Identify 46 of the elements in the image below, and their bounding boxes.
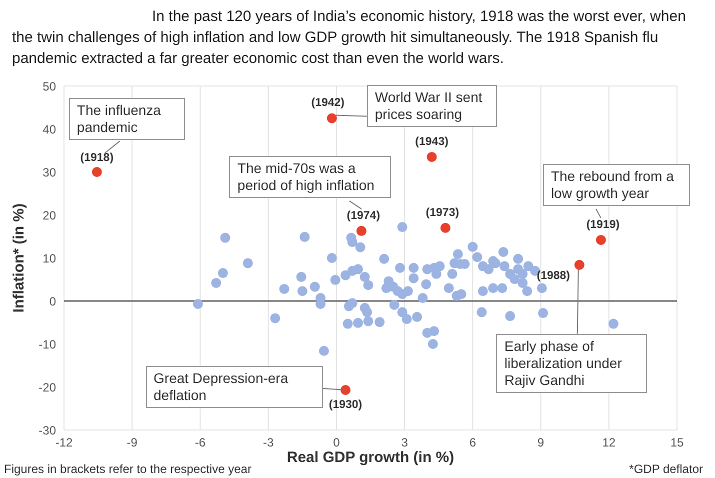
annotation: Early phase of liberalization under Rajiv Gandhi xyxy=(496,334,648,393)
x-tick-label: -9 xyxy=(126,436,138,450)
y-axis-title: Inflation* (in %) xyxy=(10,203,28,313)
annotation: (1930) xyxy=(328,398,364,412)
annotation: (1973) xyxy=(424,206,460,220)
x-tick-label: 0 xyxy=(333,436,340,450)
point xyxy=(596,234,606,245)
annotation: The influenza pandemic xyxy=(68,98,185,140)
x-tick-label: 15 xyxy=(670,436,684,450)
y-tick-label: 10 xyxy=(42,251,56,266)
annotation: (1974) xyxy=(346,208,382,223)
y-tick-label: -10 xyxy=(38,337,56,352)
chart-title: In the past 120 years of India’s economic history, 1918 was the worst ever, when the twin challenges of high inflation and low GDP growth hit simultaneously. The 1918 Spanish flu pandemic extracted a far greater economic cost than even the world wars. xyxy=(12,7,687,69)
annotation: (1943) xyxy=(414,134,450,149)
y-tick-label: -20 xyxy=(38,380,56,394)
annotation: (1918) xyxy=(79,151,115,165)
text: Figures in brackets refer to the respective year xyxy=(4,462,252,476)
point xyxy=(356,226,366,236)
point xyxy=(426,152,437,162)
y-tick-label: 50 xyxy=(42,79,56,94)
annotation: (1919) xyxy=(585,218,621,232)
x-tick-label: 6 xyxy=(469,436,476,450)
x-tick-label: -3 xyxy=(262,436,274,450)
x-tick-label: 12 xyxy=(602,436,616,450)
x-axis-title: Real GDP growth (in %) xyxy=(286,449,454,466)
annotation: The rebound from a low growth year xyxy=(542,164,690,206)
y-tick-label: 0 xyxy=(49,294,56,308)
annotation: World War II sent prices soaring xyxy=(366,85,497,128)
x-tick-label: 3 xyxy=(401,436,408,450)
x-tick-label: -6 xyxy=(194,436,206,450)
y-tick-label: -30 xyxy=(38,423,56,438)
y-tick-label: 20 xyxy=(42,208,56,222)
point xyxy=(326,113,337,124)
annotation: The mid-70s was a period of high inflation xyxy=(229,156,392,198)
point xyxy=(92,167,102,177)
annotation: (1942) xyxy=(310,96,346,110)
point xyxy=(440,222,450,233)
x-tick-label: 9 xyxy=(537,436,544,450)
x-tick-label: -12 xyxy=(55,436,73,450)
point xyxy=(340,385,351,396)
text: *GDP deflator xyxy=(629,462,703,476)
y-tick-label: 40 xyxy=(42,122,56,136)
point xyxy=(574,260,584,270)
y-tick-label: 30 xyxy=(42,165,56,180)
annotation: (1988) xyxy=(536,268,571,283)
annotation: Great Depression-era deflation xyxy=(146,366,323,408)
